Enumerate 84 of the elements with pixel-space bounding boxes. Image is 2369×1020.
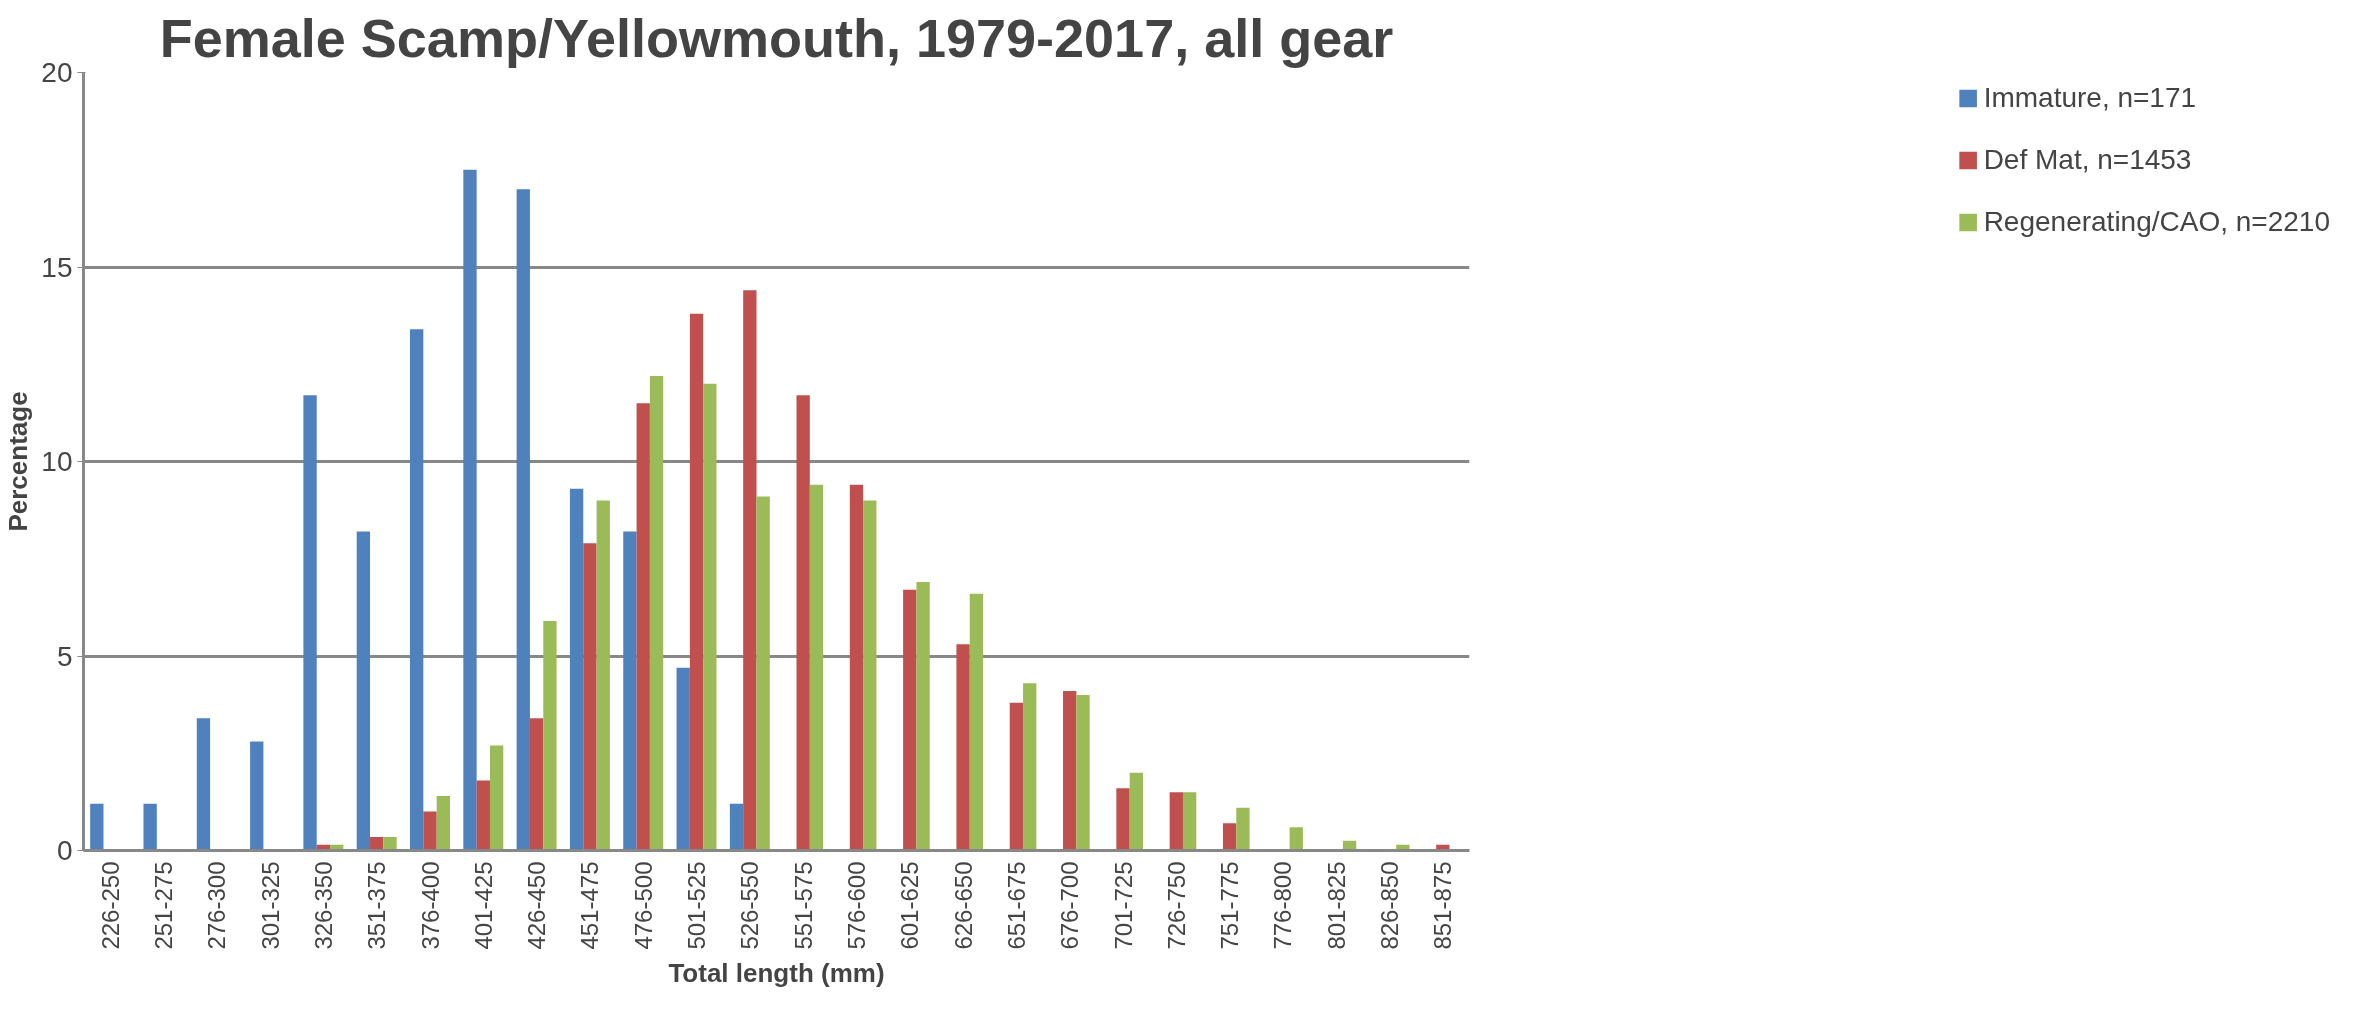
bar [1222, 823, 1237, 851]
x-tick-label: 601-625 [896, 861, 924, 950]
bar [1236, 807, 1250, 851]
x-tick-label: 476-500 [629, 861, 657, 950]
bar [489, 745, 504, 851]
y-tick-label: 15 [41, 251, 73, 283]
bar [476, 780, 490, 851]
bar [143, 803, 157, 851]
bar [743, 290, 757, 851]
bar [196, 718, 211, 851]
x-tick-label: 501-525 [683, 861, 711, 950]
bar [569, 488, 584, 851]
y-tick-label: 20 [41, 57, 73, 88]
bar [596, 500, 610, 851]
y-tick-label: 10 [41, 446, 73, 477]
bar [583, 543, 597, 851]
bar [849, 484, 864, 851]
x-tick-label: 526-550 [736, 861, 764, 950]
bar [1063, 691, 1077, 851]
x-tick-label: 251-275 [149, 861, 177, 950]
bar [863, 500, 877, 851]
bar [729, 803, 744, 851]
x-tick-label: 276-300 [203, 861, 231, 950]
x-tick-label: 576-600 [842, 861, 870, 950]
bar [90, 803, 104, 851]
y-tick-label: 0 [56, 835, 73, 866]
x-tick-label: 776-800 [1269, 861, 1297, 950]
bar [529, 718, 544, 851]
bar [250, 741, 264, 851]
x-axis-title: Total length (mm) [668, 957, 885, 988]
bar [916, 582, 930, 851]
chart-title: Female Scamp/Yellowmouth, 1979-2017, all gear [159, 7, 1394, 68]
bar [423, 811, 437, 851]
bar [1129, 772, 1143, 851]
bar [1009, 702, 1024, 851]
bar [1023, 683, 1037, 851]
x-tick-label: 626-650 [949, 861, 977, 950]
bar [516, 189, 530, 851]
x-tick-label: 326-350 [309, 861, 337, 950]
x-tick-label: 676-700 [1056, 861, 1084, 950]
x-tick-label: 401-425 [469, 861, 497, 950]
bar [463, 169, 477, 851]
y-tick-label: 5 [56, 640, 73, 672]
x-tick-label: 751-775 [1216, 861, 1244, 950]
bar [809, 484, 824, 851]
bar [543, 620, 557, 851]
bar [356, 531, 371, 851]
bar [436, 796, 450, 851]
x-tick-label: 226-250 [96, 861, 124, 950]
bar [676, 667, 690, 851]
x-tick-label: 726-750 [1162, 861, 1190, 950]
bar [303, 395, 317, 851]
bar [1169, 792, 1183, 851]
x-tick-label: 451-475 [576, 861, 604, 950]
bar [636, 403, 650, 851]
bar [756, 496, 770, 851]
x-tick-label: 351-375 [363, 861, 391, 950]
x-tick-label: 551-575 [789, 861, 817, 950]
x-tick-label: 426-450 [523, 861, 551, 950]
bar [1182, 792, 1197, 851]
bar [649, 375, 664, 851]
x-tick-label: 651-675 [1002, 861, 1030, 950]
bar [383, 836, 397, 851]
bar [796, 395, 810, 851]
bar [1116, 788, 1130, 851]
x-tick-label: 851-875 [1429, 861, 1457, 950]
bar [689, 313, 704, 851]
bar [410, 329, 424, 851]
legend-label: Immature, n=171 [1983, 82, 2197, 114]
bar [956, 644, 970, 851]
bar [1076, 694, 1090, 851]
legend-label: Regenerating/CAO, n=2210 [1983, 206, 2330, 238]
legend-label: Def Mat, n=1453 [1983, 144, 2192, 176]
x-tick-label: 701-725 [1109, 861, 1137, 950]
x-tick-label: 376-400 [416, 861, 444, 950]
bar [1289, 827, 1303, 851]
x-tick-label: 826-850 [1376, 861, 1404, 950]
bar [903, 589, 917, 851]
bar [623, 531, 637, 851]
x-tick-label: 801-825 [1322, 861, 1350, 950]
x-tick-label: 301-325 [256, 861, 284, 950]
y-axis-title: Percentage [3, 391, 34, 532]
bar [703, 383, 717, 851]
bar [969, 593, 984, 851]
